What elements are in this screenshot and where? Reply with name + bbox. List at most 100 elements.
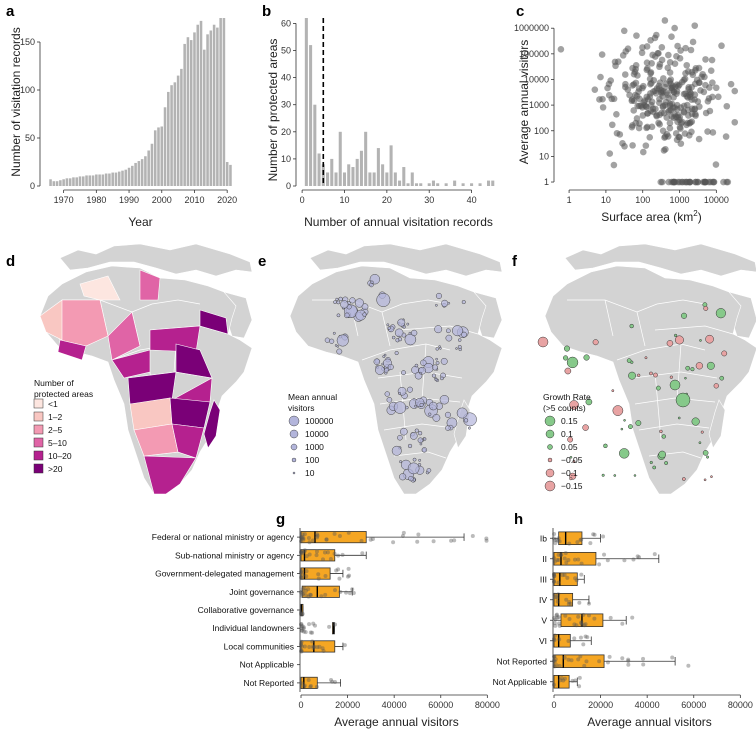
bar-b	[347, 164, 351, 186]
legend-bubble-e	[289, 429, 299, 439]
box-g	[300, 567, 331, 580]
jitter-point-g	[299, 624, 304, 629]
visitor-bubble-e	[461, 300, 466, 305]
visitor-bubble-e	[431, 373, 436, 378]
bar-a	[216, 27, 219, 186]
growth-bubble-f	[721, 350, 728, 357]
scatter-point-c	[654, 49, 662, 57]
jitter-point-h	[562, 572, 567, 577]
growth-bubble-f	[680, 312, 688, 319]
legend-title-f-2: (>5 counts)	[543, 403, 586, 413]
visitor-bubble-e	[414, 363, 419, 368]
category-label-h: Ib	[540, 533, 547, 543]
country-border-f	[616, 343, 706, 361]
jitter-point-h	[626, 662, 631, 667]
category-label-h: VI	[539, 636, 547, 646]
jitter-point-g	[302, 684, 307, 689]
jitter-point-h	[631, 557, 636, 562]
jitter-point-g	[306, 535, 311, 540]
bar-b	[334, 172, 338, 186]
box-g	[301, 585, 340, 598]
country-border-e	[393, 451, 447, 459]
scatter-point-c	[644, 110, 652, 117]
bar-a	[193, 32, 196, 187]
bar-a	[147, 150, 150, 186]
x-tick-label-h: 0	[551, 700, 556, 710]
jitter-point-h	[556, 592, 561, 597]
box-h	[553, 654, 605, 669]
visitor-bubble-e	[408, 331, 412, 335]
x-tick-label-a: 2020	[217, 195, 237, 205]
y-tick-label-c: 1	[544, 177, 549, 187]
x-tick-label-b: 0	[300, 195, 305, 205]
bar-a	[144, 156, 147, 186]
growth-bubble-f	[612, 405, 624, 416]
jitter-point-h	[652, 552, 657, 557]
chart-g: Federal or national ministry or agency Su…	[152, 528, 500, 729]
jitter-point-g	[307, 540, 312, 545]
jitter-point-g	[332, 531, 337, 536]
jitter-point-h	[567, 617, 572, 622]
visitor-bubble-e	[452, 325, 463, 337]
scatter-point-c	[670, 178, 678, 186]
jitter-point-g	[334, 568, 339, 573]
jitter-point-h	[552, 559, 557, 564]
visitor-bubble-e	[445, 425, 451, 431]
category-label-g: Individual landowners	[212, 623, 294, 633]
growth-bubble-f	[705, 334, 714, 344]
panel-label-b: b	[262, 3, 271, 20]
scatter-point-c	[598, 51, 606, 58]
scatter-point-c	[629, 142, 636, 149]
jitter-point-h	[557, 621, 562, 626]
jitter-point-h	[579, 621, 584, 626]
jitter-point-h	[567, 541, 572, 546]
jitter-point-h	[556, 538, 561, 543]
jitter-point-g	[360, 551, 365, 556]
growth-bubble-f	[585, 398, 593, 406]
growth-bubble-f	[566, 356, 579, 369]
scatter-point-c	[604, 84, 611, 92]
scatter-point-c	[709, 178, 717, 186]
scatter-point-c	[666, 124, 674, 132]
jitter-point-h	[602, 552, 607, 557]
visitor-bubble-e	[400, 427, 408, 436]
y-tick-label-b: 50	[281, 46, 291, 56]
visitor-bubble-e	[463, 418, 469, 423]
visitor-bubble-e	[455, 347, 458, 350]
jitter-point-h	[572, 636, 577, 641]
bar-a	[65, 178, 69, 186]
y-tick-label-c: 100	[534, 126, 549, 136]
scatter-point-c	[622, 48, 630, 55]
legend-bubble-e	[292, 471, 296, 475]
growth-bubble-f	[706, 455, 710, 459]
jitter-point-h	[554, 663, 559, 668]
bar-a	[219, 18, 222, 186]
growth-bubble-f	[664, 461, 669, 465]
scatter-point-c	[632, 79, 640, 87]
bar-b	[402, 167, 406, 186]
jitter-point-h	[577, 675, 582, 680]
legend-bubble-f	[547, 444, 553, 450]
growth-bubble-f	[620, 427, 624, 431]
jitter-point-h	[556, 580, 561, 585]
country-border-d	[151, 299, 201, 305]
scatter-point-c	[709, 79, 716, 86]
growth-bubble-f	[719, 375, 725, 381]
visitor-bubble-e	[414, 404, 417, 408]
jitter-point-h	[576, 614, 581, 619]
visitor-bubble-e	[444, 411, 451, 418]
legend-swatch-d	[33, 450, 44, 461]
x-axis-label-b: Number of annual visitation records	[304, 215, 493, 229]
growth-bubble-f	[592, 339, 599, 346]
jitter-point-h	[588, 541, 593, 546]
x-tick-label-c: 10000	[704, 195, 729, 205]
scatter-point-c	[682, 44, 689, 52]
visitor-bubble-e	[407, 443, 413, 449]
jitter-point-g	[319, 594, 324, 599]
visitor-bubble-e	[406, 322, 410, 326]
bar-a	[137, 161, 141, 186]
scatter-point-c	[630, 107, 638, 114]
growth-bubble-f	[658, 450, 667, 459]
